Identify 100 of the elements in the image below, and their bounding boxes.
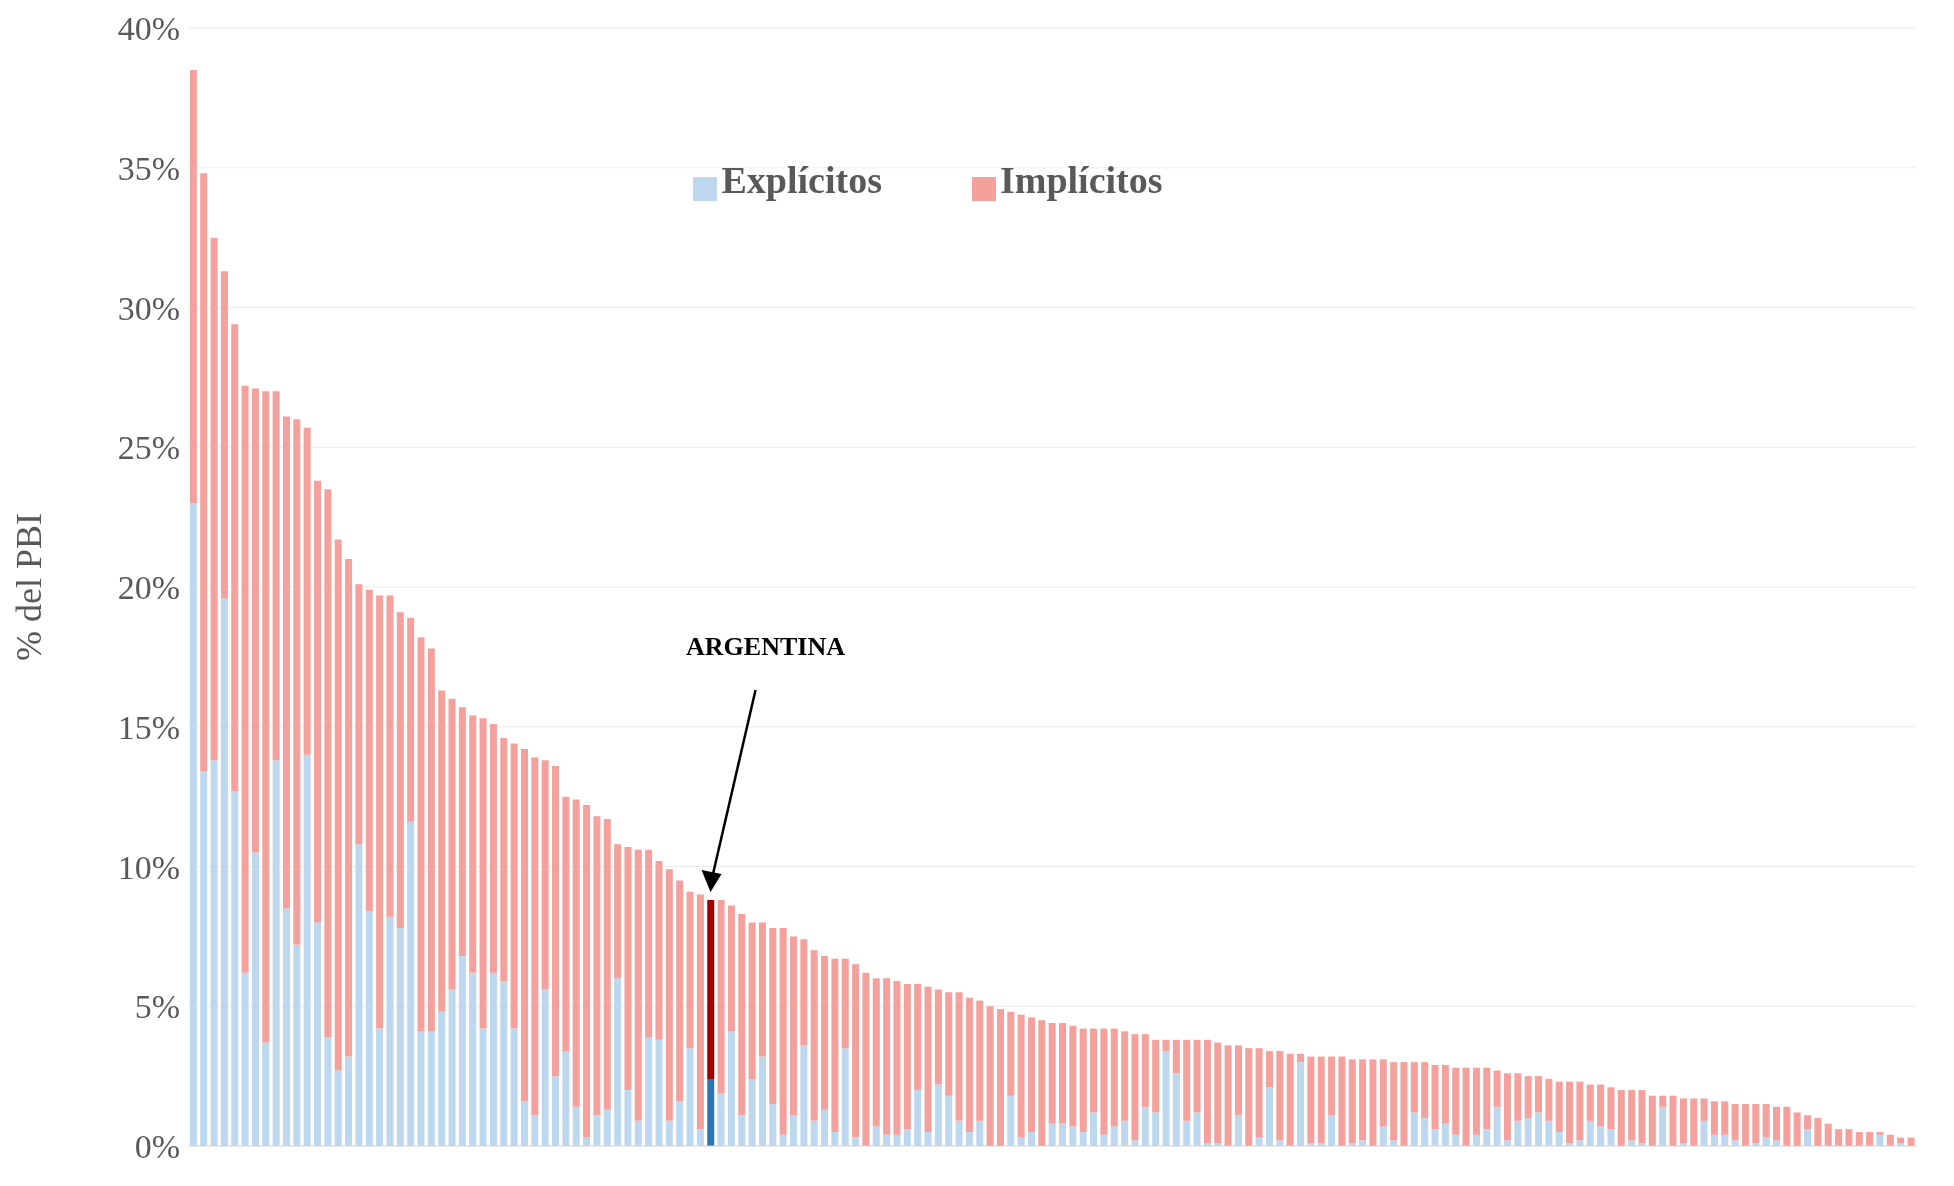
bar (1183, 1039, 1191, 1121)
bar (1503, 1140, 1511, 1146)
bar (1245, 1048, 1253, 1146)
bar (1048, 1123, 1056, 1146)
bar (1328, 1056, 1336, 1116)
bar (665, 869, 673, 1121)
y-axis-title: % del PBI (8, 513, 49, 661)
bar (572, 799, 580, 1107)
y-tick-label: 40% (117, 10, 180, 48)
bar (1762, 1104, 1770, 1138)
bar (1773, 1140, 1780, 1146)
bar (1886, 1134, 1894, 1146)
bar (748, 922, 756, 1079)
bar (800, 939, 808, 1046)
bar (1090, 1112, 1098, 1146)
bar (1027, 1017, 1035, 1133)
bar (1431, 1064, 1439, 1130)
bar (417, 1031, 425, 1146)
bar (841, 1048, 849, 1146)
bar (1555, 1081, 1563, 1133)
bar (696, 894, 704, 1130)
bar (376, 595, 384, 1029)
bar (810, 950, 818, 1121)
bar (1845, 1129, 1853, 1146)
bar (965, 1132, 973, 1146)
bar (852, 964, 860, 1138)
bar (1110, 1028, 1118, 1127)
bar (1472, 1067, 1480, 1135)
bar (707, 1078, 715, 1146)
bar (758, 1056, 766, 1146)
bar (438, 1011, 446, 1146)
bar (1503, 1073, 1511, 1141)
bar (727, 905, 735, 1032)
bar (572, 1106, 580, 1146)
bar (1193, 1112, 1201, 1146)
bar (355, 584, 363, 845)
bar (1131, 1140, 1139, 1146)
bar (986, 1006, 994, 1146)
bar (1731, 1104, 1739, 1141)
bar (1234, 1045, 1242, 1116)
bar (1183, 1120, 1191, 1146)
bar (541, 989, 549, 1146)
bar (903, 1129, 911, 1146)
bar (1576, 1140, 1584, 1146)
legend-label: Explícitos (721, 159, 882, 201)
bar (945, 992, 953, 1096)
bar (355, 844, 363, 1146)
bar (396, 612, 404, 928)
bar (324, 489, 332, 1037)
bar (976, 1000, 984, 1121)
bar (1431, 1129, 1439, 1146)
bar (1172, 1073, 1180, 1146)
bar (1545, 1078, 1553, 1121)
bar (1338, 1056, 1346, 1146)
y-tick-label: 25% (117, 429, 180, 467)
bar (727, 1031, 735, 1146)
bar (262, 391, 270, 1043)
bar (614, 978, 622, 1146)
bar (903, 983, 911, 1130)
bar (210, 237, 218, 761)
bar (324, 1036, 332, 1146)
bar (282, 416, 290, 909)
bar (334, 539, 342, 1071)
bar (1462, 1067, 1470, 1146)
bar (1524, 1076, 1532, 1119)
bar (510, 1028, 518, 1146)
bar (1659, 1095, 1667, 1107)
bar (458, 707, 466, 956)
bar (220, 271, 228, 599)
bar (1586, 1120, 1594, 1146)
bar (314, 480, 322, 923)
bar (1700, 1098, 1708, 1121)
bar (1535, 1076, 1543, 1113)
bar (624, 846, 632, 1091)
bar (1493, 1070, 1501, 1107)
bar (665, 1120, 673, 1146)
bar (955, 1120, 963, 1146)
bar (1741, 1104, 1749, 1146)
bar (448, 698, 456, 990)
bar (996, 1009, 1004, 1146)
bar (1121, 1031, 1129, 1121)
bar (293, 419, 301, 945)
bar (645, 849, 653, 1037)
bar (448, 989, 456, 1146)
bar (365, 911, 373, 1146)
bar (552, 1076, 560, 1146)
bar (1100, 1134, 1108, 1146)
bar (1421, 1118, 1429, 1146)
bar (779, 1134, 787, 1146)
bar (1121, 1120, 1129, 1146)
bar (469, 972, 477, 1146)
bar (1224, 1045, 1232, 1146)
bar (376, 1028, 384, 1146)
bar (1638, 1090, 1646, 1144)
bar (1566, 1081, 1574, 1144)
bar (345, 1056, 353, 1146)
bar (282, 908, 290, 1146)
bar (1152, 1039, 1160, 1113)
bar (1048, 1023, 1056, 1124)
bar (614, 844, 622, 979)
